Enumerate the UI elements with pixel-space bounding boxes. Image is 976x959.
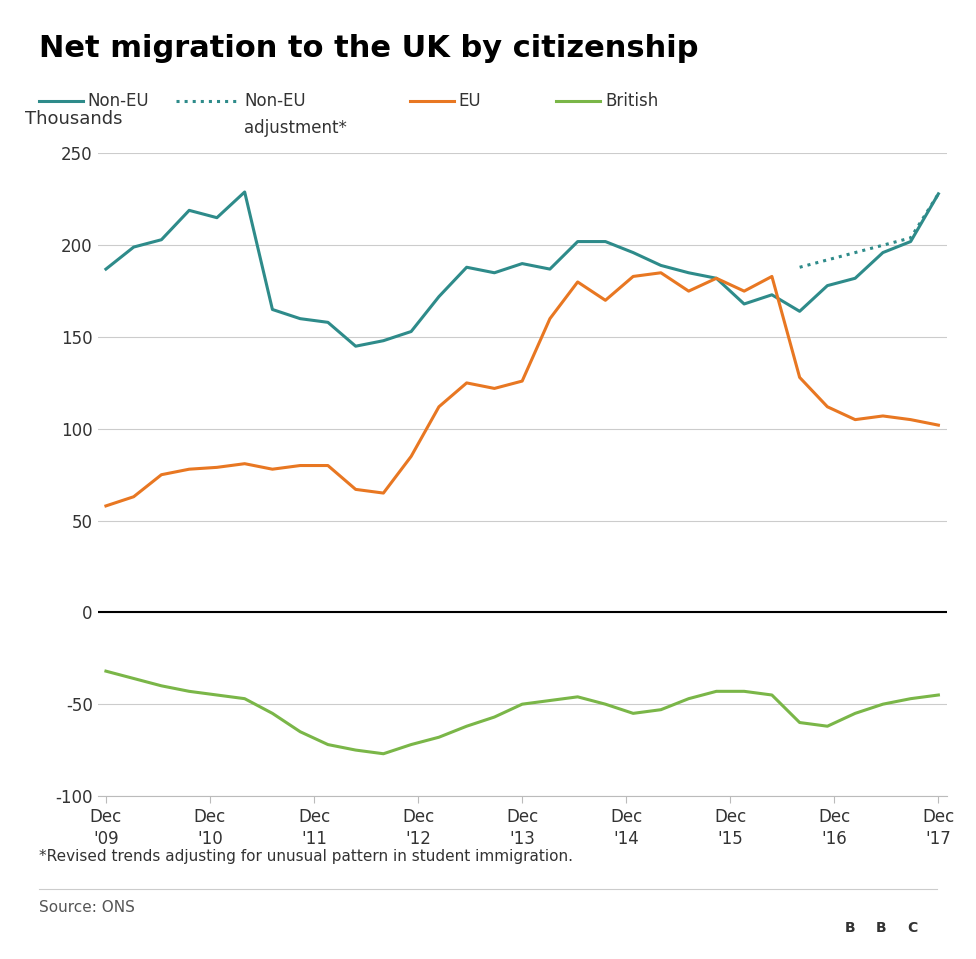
Text: B: B — [844, 922, 855, 935]
Text: C: C — [908, 922, 918, 935]
Text: Source: ONS: Source: ONS — [39, 900, 135, 915]
Text: EU: EU — [459, 92, 481, 109]
Bar — [835, 910, 864, 947]
Text: Net migration to the UK by citizenship: Net migration to the UK by citizenship — [39, 34, 699, 62]
Text: adjustment*: adjustment* — [244, 119, 346, 136]
Text: Non-EU: Non-EU — [88, 92, 149, 109]
Text: *Revised trends adjusting for unusual pattern in student immigration.: *Revised trends adjusting for unusual pa… — [39, 849, 573, 864]
Text: British: British — [605, 92, 659, 109]
Text: B: B — [876, 922, 887, 935]
Bar — [899, 910, 927, 947]
Bar — [868, 910, 895, 947]
Text: Thousands: Thousands — [25, 109, 123, 128]
Text: Non-EU: Non-EU — [244, 92, 305, 109]
